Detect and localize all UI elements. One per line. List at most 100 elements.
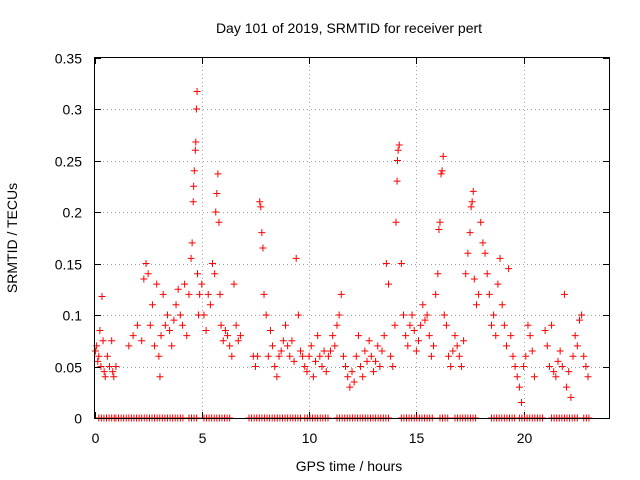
data-point (468, 198, 476, 206)
data-point (369, 368, 377, 376)
data-point (228, 352, 236, 360)
data-point (181, 280, 189, 288)
data-point (148, 301, 156, 309)
data-point (97, 363, 105, 370)
data-point (567, 393, 575, 401)
data-point (190, 182, 198, 190)
data-point (509, 352, 517, 360)
data-point (457, 363, 465, 370)
y-tick-label: 0.3 (63, 102, 83, 118)
data-point (507, 332, 515, 340)
data-point (372, 357, 380, 365)
data-point (101, 373, 109, 381)
data-point (563, 383, 571, 391)
data-point (565, 368, 573, 376)
data-point (520, 363, 528, 370)
data-point (419, 301, 427, 309)
data-point (309, 373, 317, 381)
data-point (453, 342, 461, 350)
data-point (584, 373, 592, 381)
data-point (320, 347, 328, 355)
data-point (219, 337, 227, 345)
data-point (437, 170, 445, 178)
data-point (462, 270, 470, 278)
data-point (202, 326, 210, 334)
data-point (447, 363, 455, 370)
data-point (481, 249, 489, 257)
data-point (196, 290, 204, 298)
data-point (339, 352, 347, 360)
data-point (183, 332, 191, 340)
data-point (258, 229, 266, 237)
data-point (156, 373, 164, 381)
y-tick-label: 0.25 (55, 154, 82, 170)
data-point (217, 321, 225, 329)
data-point (297, 347, 304, 355)
data-point (438, 167, 446, 175)
data-point (259, 244, 267, 252)
y-axis-title: SRMTID / TECUs (4, 183, 20, 293)
data-point (393, 157, 401, 164)
data-point (209, 260, 217, 267)
data-point (470, 275, 478, 283)
data-point (518, 399, 526, 407)
data-point (469, 187, 477, 195)
data-point (558, 363, 566, 370)
data-point (216, 290, 224, 298)
data-point (178, 321, 186, 329)
data-point (236, 332, 244, 340)
data-point (348, 368, 356, 376)
y-tick-label: 0 (74, 411, 82, 427)
data-point (548, 321, 556, 329)
data-point (103, 352, 111, 360)
data-point (312, 357, 320, 365)
data-point (560, 290, 568, 298)
data-point (573, 342, 581, 350)
data-point (400, 311, 407, 319)
data-point (442, 321, 450, 329)
data-point (200, 311, 208, 319)
data-point (412, 347, 420, 355)
data-point (357, 363, 365, 370)
data-point (425, 332, 433, 340)
data-point (284, 342, 292, 350)
data-point (318, 363, 326, 370)
data-point (307, 342, 315, 350)
data-point (522, 352, 530, 360)
x-axis-tick-labels: 0 5 10 15 20 (92, 430, 533, 446)
data-point (365, 337, 373, 345)
data-point (346, 383, 354, 391)
data-point (515, 383, 523, 391)
data-point (487, 321, 495, 329)
data-point (492, 332, 500, 340)
data-point (359, 373, 367, 381)
data-point (251, 363, 259, 370)
data-point (232, 321, 240, 329)
data-point (166, 326, 174, 334)
data-point (427, 352, 435, 360)
data-point (269, 342, 277, 350)
data-point (393, 177, 401, 185)
data-point (264, 352, 272, 360)
data-point (185, 290, 193, 298)
data-point (417, 321, 425, 329)
data-point (187, 254, 195, 262)
data-point (190, 167, 198, 175)
data-point (344, 373, 352, 381)
grid-lines (95, 58, 609, 418)
x-tick-label: 0 (92, 430, 100, 446)
data-point (192, 138, 200, 146)
data-point (314, 332, 322, 340)
data-point (505, 265, 513, 273)
data-point (494, 280, 502, 288)
data-point (299, 352, 307, 360)
data-point (524, 321, 532, 329)
data-point (142, 260, 150, 267)
y-tick-label: 0.05 (55, 360, 82, 376)
data-point (214, 170, 222, 178)
data-points (92, 87, 593, 422)
x-tick-label: 10 (302, 430, 318, 446)
data-point (530, 373, 538, 381)
axis-ticks (95, 58, 609, 419)
data-point (206, 301, 214, 309)
